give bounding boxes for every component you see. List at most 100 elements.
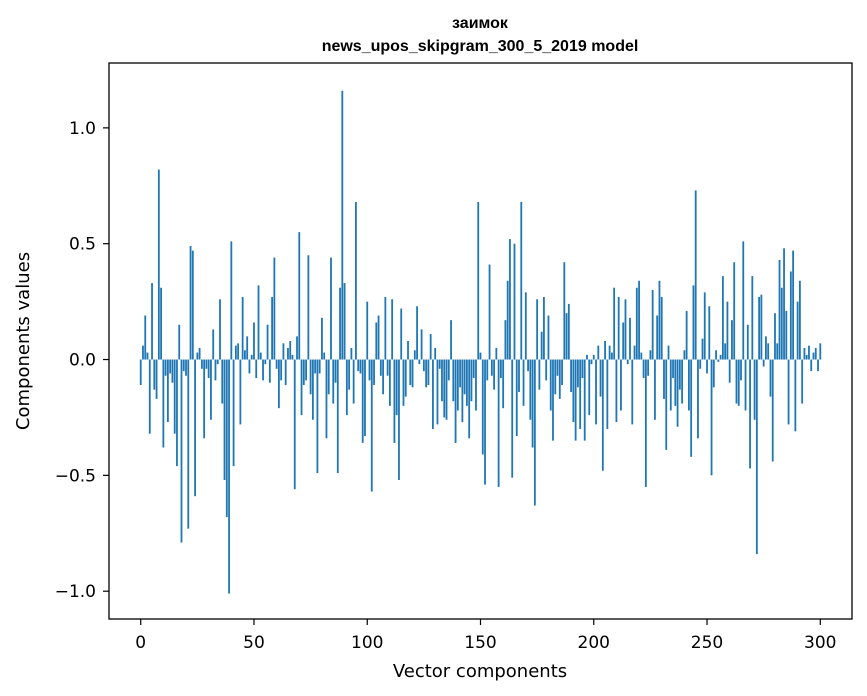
bar-281: [776, 343, 779, 360]
bar-239: [681, 359, 684, 404]
bar-224: [647, 359, 650, 376]
bar-46: [244, 350, 246, 360]
bar-216: [629, 317, 631, 360]
bar-196: [583, 359, 586, 441]
bar-181: [549, 359, 552, 411]
bar-103: [373, 359, 375, 386]
bar-101: [368, 359, 371, 381]
bar-35: [219, 299, 221, 360]
bar-115: [400, 308, 403, 360]
bar-215: [626, 359, 629, 365]
bar-88: [339, 287, 341, 360]
bar-178: [543, 296, 545, 360]
bar-119: [409, 359, 412, 386]
bar-288: [792, 250, 795, 360]
bar-234: [669, 359, 672, 411]
bar-62: [280, 359, 283, 381]
bar-153: [486, 359, 489, 381]
bar-137: [450, 320, 452, 360]
bar-269: [749, 359, 751, 469]
bar-110: [388, 359, 391, 406]
bar-48: [248, 359, 251, 374]
bar-133: [441, 359, 443, 402]
bar-71: [300, 359, 303, 416]
bar-205: [604, 341, 606, 360]
bar-112: [393, 359, 396, 443]
bar-268: [746, 324, 749, 360]
bar-87: [336, 359, 339, 474]
bar-56: [266, 324, 269, 360]
bar-225: [649, 350, 652, 360]
bar-47: [246, 336, 249, 360]
bar-255: [717, 359, 720, 362]
bar-116: [402, 359, 405, 406]
bar-285: [785, 310, 788, 360]
bar-31: [210, 359, 212, 420]
bar-121: [413, 350, 416, 360]
bar-200: [592, 354, 595, 360]
bar-75: [309, 359, 312, 395]
bar-102: [370, 359, 373, 492]
bar-160: [502, 359, 505, 409]
bar-14: [171, 359, 174, 383]
bar-40: [230, 241, 233, 360]
y-tick-label: 1.0: [69, 119, 96, 139]
bar-84: [330, 257, 332, 360]
bar-20: [185, 359, 187, 376]
bar-10: [162, 359, 165, 448]
bar-164: [511, 359, 514, 478]
bar-293: [803, 347, 806, 360]
bar-197: [586, 354, 588, 360]
bar-139: [454, 359, 457, 443]
bar-85: [332, 359, 335, 404]
bar-74: [307, 255, 310, 360]
bar-27: [200, 359, 203, 369]
x-tick-label: 150: [464, 633, 496, 653]
bar-166: [515, 359, 518, 436]
bar-245: [694, 190, 697, 360]
bar-76: [311, 359, 314, 420]
bar-185: [558, 359, 561, 399]
bar-82: [325, 359, 328, 439]
bar-25: [196, 352, 199, 360]
bar-243: [690, 359, 693, 457]
bar-107: [382, 359, 384, 395]
bar-283: [780, 287, 783, 360]
bar-54: [262, 359, 264, 381]
bar-272: [755, 359, 758, 555]
bar-277: [767, 343, 770, 360]
bar-39: [228, 359, 230, 594]
bar-4: [148, 359, 151, 434]
bar-238: [678, 359, 681, 390]
bar-58: [271, 296, 273, 360]
bar-244: [692, 285, 695, 360]
bar-263: [735, 359, 738, 404]
bar-170: [524, 292, 527, 360]
bar-274: [760, 294, 763, 360]
bar-294: [805, 354, 808, 360]
bar-241: [685, 310, 688, 360]
bar-143: [463, 359, 466, 395]
bar-123: [418, 359, 421, 365]
bar-227: [654, 359, 656, 420]
bar-204: [601, 359, 604, 471]
bar-34: [216, 359, 219, 365]
bar-9: [160, 287, 162, 360]
bar-105: [377, 315, 380, 360]
bar-278: [769, 359, 772, 397]
bar-211: [617, 296, 620, 360]
bar-177: [540, 331, 543, 360]
bar-284: [783, 248, 785, 360]
bar-50: [253, 322, 255, 360]
bar-52: [257, 285, 260, 360]
bar-114: [398, 359, 400, 480]
bar-253: [712, 359, 715, 388]
bar-189: [567, 303, 570, 360]
chart-title: заимок: [452, 15, 509, 32]
bar-171: [527, 359, 529, 372]
bar-24: [194, 359, 196, 497]
x-axis: 0 50 100 150 200 250 300: [135, 619, 837, 653]
bar-93: [350, 347, 353, 360]
bar-0: [139, 359, 142, 386]
